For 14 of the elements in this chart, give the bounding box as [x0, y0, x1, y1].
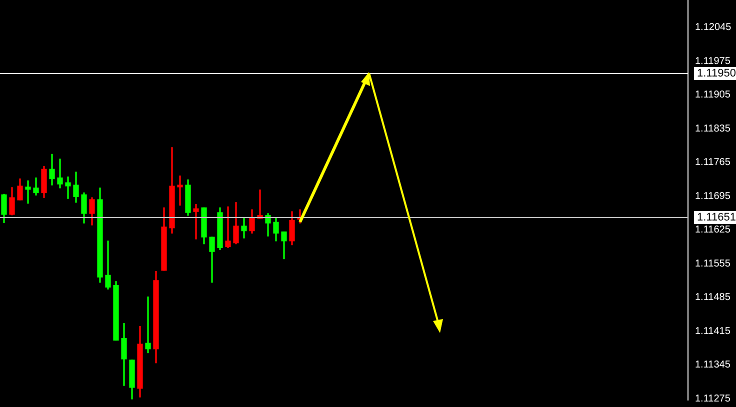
y-tick-label: 1.11765	[695, 157, 731, 168]
y-tick-label: 1.11625	[695, 224, 731, 236]
y-tick-label: 1.11555	[695, 258, 731, 270]
y-tick-label: 1.11485	[695, 292, 731, 304]
y-tick-label: 1.11905	[695, 90, 731, 101]
y-tick-label: 1.11275	[695, 393, 731, 404]
y-tick-label: 1.11975	[695, 56, 731, 67]
ref-line-label: 1.11651	[697, 212, 736, 224]
y-tick-label: 1.11415	[695, 326, 731, 337]
y-tick-label: 1.11695	[695, 190, 731, 202]
y-tick-label: 1.11345	[695, 360, 731, 371]
y-tick-label: 1.12045	[695, 22, 732, 34]
ref-line-label: 1.11950	[697, 68, 736, 80]
y-tick-label: 1.11835	[695, 123, 731, 134]
